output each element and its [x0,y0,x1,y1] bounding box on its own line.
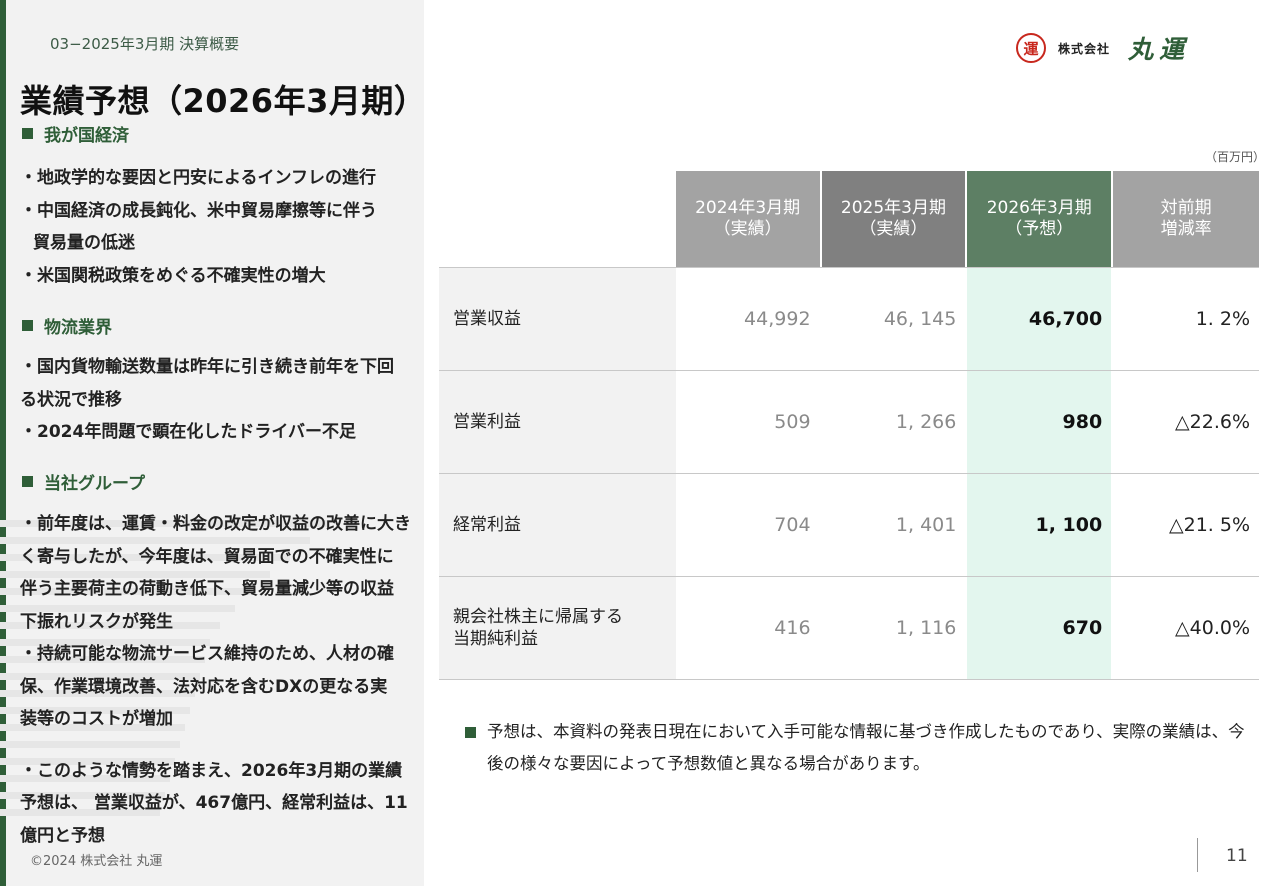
stripe [0,775,170,782]
stripe [0,639,210,646]
table-header-row: 2024年3月期 （実績） 2025年3月期 （実績） 2026年3月期 （予想… [439,171,1260,267]
bullet-line: く寄与したが、今年度は、貿易面での不確実性に [20,546,394,567]
bullet-line: 下振れリスクが発生 [20,611,173,632]
bullet-line: ・このような情勢を踏まえ、2026年3月期の業績 [20,760,403,781]
cell-fy2025: 46, 145 [883,308,957,330]
table-row: 親会社株主に帰属する 当期純利益 416 1, 116 670 △40.0% [439,576,1259,680]
cell-fy2024: 44,992 [744,308,811,330]
page-title: 業績予想（2026年3月期） [20,82,424,120]
header-fy2024: 2024年3月期 （実績） [675,171,820,267]
header-fy2025: 2025年3月期 （実績） [821,171,966,267]
stripe [0,588,250,595]
cell-change: △40.0% [1175,617,1251,639]
copyright: ©2024 株式会社 丸運 [30,854,163,869]
bullet-line: ・持続可能な物流サービス維持のため、人材の確 [20,644,394,664]
header-blank [439,171,676,267]
row-label: 親会社株主に帰属する 当期純利益 [439,577,676,679]
bullet-list: ・地政学的な要因と円安によるインフレの進行 ・中国経済の成長鈍化、米中貿易摩擦等に… [20,162,418,292]
cell-change: △22.6% [1175,411,1251,433]
cell-change: 1. 2% [1195,308,1251,330]
row-label: 営業収益 [439,268,676,370]
stripe [0,792,165,799]
row-label: 営業利益 [439,371,676,473]
page-number: 11 [1226,846,1248,866]
bullet-line: 保、作業環境改善、法対応を含むDXの更なる実 [20,676,388,697]
section-heading-text: 我が国経済 [44,126,129,146]
page-divider [1197,838,1198,872]
table-row: 経常利益 704 1, 401 1, 100 △21. 5% [439,473,1259,576]
bullet-line: る状況で推移 [20,389,122,410]
square-bullet-icon [22,128,33,139]
stripe [0,673,200,680]
bullet-line: 億円と予想 [20,825,105,846]
cell-fy2025: 1, 401 [895,514,957,536]
stripe [0,707,190,714]
stripe [0,809,160,816]
stripe [0,724,185,731]
bullet-line: ・地政学的な要因と円安によるインフレの進行 [20,168,376,188]
bullet-list: ・前年度は、運賃・料金の改定が収益の改善に大き く寄与したが、今年度は、貿易面での… [20,508,418,852]
bullet-list: ・国内貨物輸送数量は昨年に引き続き前年を下回 る状況で推移・2024年問題で顕在化… [20,351,418,449]
square-bullet-icon [22,320,33,331]
header-change: 対前期 増減率 [1113,171,1260,267]
table-row: 営業収益 44,992 46, 145 46,700 1. 2% [439,267,1259,370]
cell-fy2025: 1, 266 [895,411,957,433]
section-heading-text: 当社グループ [44,474,145,494]
cell-fy2026: 980 [967,371,1112,473]
stripe [0,758,175,765]
section-heading: 物流業界 [22,313,112,338]
table-body: 営業収益 44,992 46, 145 46,700 1. 2% 営業利益 509 1, 26… [439,267,1259,680]
stripe [0,690,195,697]
note-bullet-icon [465,727,476,738]
company-logo: 運 株式会社 丸運 [1016,32,1190,64]
cell-fy2026: 46,700 [967,268,1112,370]
note-text: 予想は、本資料の発表日現在において入手可能な情報に基づき作成したものであり、実際… [487,722,1245,773]
table-row: 営業利益 509 1, 266 980 △22.6% [439,370,1259,473]
stripe [0,571,270,578]
cell-fy2024: 416 [774,617,811,639]
forecast-table: 2024年3月期 （実績） 2025年3月期 （実績） 2026年3月期 （予想… [439,171,1260,680]
bullet-line: ・中国経済の成長鈍化、米中貿易摩擦等に伴う [20,200,377,221]
stripe [0,656,205,663]
cell-fy2024: 509 [774,411,811,433]
stripe [0,537,310,544]
cell-change: △21. 5% [1169,514,1251,536]
row-label: 経常利益 [439,474,676,576]
logo-seal-icon: 運 [1016,33,1046,63]
section-heading: 当社グループ [22,469,145,494]
logo-kabushiki: 株式会社 [1058,41,1111,56]
spacer [20,736,418,755]
header-fy2026: 2026年3月期 （予想） [967,171,1112,267]
section-heading: 我が国経済 [22,121,129,146]
stripe [0,741,180,748]
cell-fy2026: 1, 100 [967,474,1112,576]
bullet-line: 装等のコストが増加 [20,709,173,729]
bullet-line: 伴う主要荷主の荷動き低下、貿易量減少等の収益 [20,579,394,599]
unit-label: （百万円） [1205,150,1266,164]
accent-bar [0,0,6,886]
bullet-line: 予想は、 営業収益が、467億円、経常利益は、11 [20,793,408,813]
bullet-line: ・米国関税政策をめぐる不確実性の増大 [20,265,326,286]
section-label: 03−2025年3月期 決算概要 [50,35,240,53]
cell-fy2024: 704 [774,514,811,536]
stripe [0,622,220,629]
stripe [0,605,235,612]
logo-company-name: 丸運 [1128,35,1191,64]
bullet-line: ・国内貨物輸送数量は昨年に引き続き前年を下回 [20,357,394,377]
cell-fy2025: 1, 116 [895,617,957,639]
stripe [0,554,290,561]
stripe [0,520,330,527]
left-panel: 03−2025年3月期 決算概要 業績予想（2026年3月期） 我が国経済・地政… [0,0,424,886]
bullet-line: ・2024年問題で顕在化したドライバー不足 [20,422,356,442]
bullet-line: ・前年度は、運賃・料金の改定が収益の改善に大き [20,514,411,534]
bullet-line: 貿易量の低迷 [33,233,135,253]
section-heading-text: 物流業界 [44,318,112,338]
square-bullet-icon [22,476,33,487]
cell-fy2026: 670 [967,577,1112,679]
forecast-note: 予想は、本資料の発表日現在において入手可能な情報に基づき作成したものであり、実際… [465,716,1255,780]
